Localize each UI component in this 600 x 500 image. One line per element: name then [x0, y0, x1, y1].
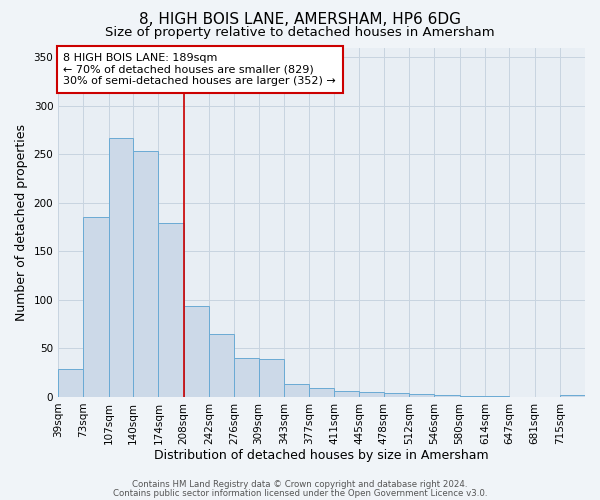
- Bar: [158, 223, 184, 397]
- Bar: [184, 306, 209, 397]
- Bar: [209, 334, 234, 397]
- Bar: [560, 395, 585, 397]
- Bar: [460, 396, 485, 397]
- Bar: [309, 388, 334, 397]
- X-axis label: Distribution of detached houses by size in Amersham: Distribution of detached houses by size …: [154, 450, 489, 462]
- Text: Contains HM Land Registry data © Crown copyright and database right 2024.: Contains HM Land Registry data © Crown c…: [132, 480, 468, 489]
- Bar: [83, 218, 109, 397]
- Bar: [334, 391, 359, 397]
- Text: Contains public sector information licensed under the Open Government Licence v3: Contains public sector information licen…: [113, 488, 487, 498]
- Y-axis label: Number of detached properties: Number of detached properties: [15, 124, 28, 320]
- Bar: [109, 138, 133, 397]
- Bar: [133, 152, 158, 397]
- Bar: [485, 396, 509, 397]
- Bar: [359, 392, 384, 397]
- Text: 8 HIGH BOIS LANE: 189sqm
← 70% of detached houses are smaller (829)
30% of semi-: 8 HIGH BOIS LANE: 189sqm ← 70% of detach…: [64, 52, 336, 86]
- Bar: [284, 384, 309, 397]
- Bar: [234, 358, 259, 397]
- Bar: [259, 359, 284, 397]
- Bar: [409, 394, 434, 397]
- Text: Size of property relative to detached houses in Amersham: Size of property relative to detached ho…: [105, 26, 495, 39]
- Text: 8, HIGH BOIS LANE, AMERSHAM, HP6 6DG: 8, HIGH BOIS LANE, AMERSHAM, HP6 6DG: [139, 12, 461, 28]
- Bar: [58, 369, 83, 397]
- Bar: [434, 395, 460, 397]
- Bar: [384, 393, 409, 397]
